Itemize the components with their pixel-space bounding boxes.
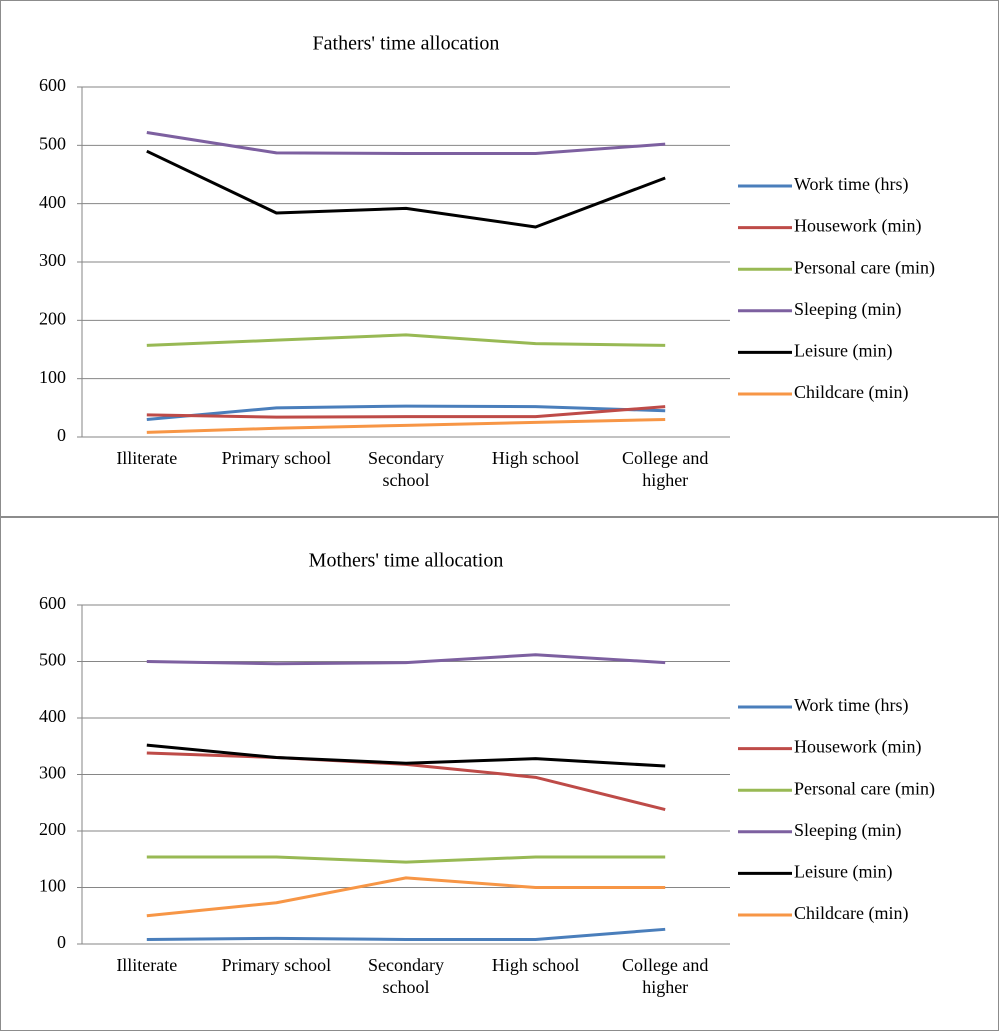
y-tick-label: 100 [39,876,66,896]
x-tick-label: Primary school [221,448,332,468]
legend-label: Leisure (min) [794,862,892,883]
y-tick-label: 300 [39,763,66,783]
legend-label: Housework (min) [794,737,921,758]
x-tick-label-box: Illiterate [116,448,178,468]
series-line [146,333,666,347]
series-line [146,653,666,666]
series-line [146,927,666,941]
series-line [146,876,666,918]
x-tick-label-box: Illiterate [116,955,178,975]
x-tick-label: Secondary school [368,955,444,997]
y-tick-label: 500 [39,650,66,670]
series-line [146,418,666,434]
y-tick-label: 500 [39,133,66,153]
x-tick-label-box: College and higher [621,955,709,997]
y-tick-label: 600 [39,75,66,95]
series-line [146,405,666,419]
y-tick-label: 400 [39,706,66,726]
chart-title: Fathers' time allocation [313,33,500,55]
x-tick-label: College and higher [621,448,709,490]
chart-title: Mothers' time allocation [309,550,504,572]
y-tick-label: 400 [39,192,66,212]
y-tick-label: 0 [57,932,66,952]
legend-label: Leisure (min) [794,341,892,362]
x-tick-label: College and higher [621,955,709,997]
series-line [146,149,666,229]
x-tick-label: Secondary school [368,448,444,490]
series-line [146,855,666,864]
x-tick-label-box: High school [491,448,580,468]
x-tick-label: Illiterate [116,955,178,975]
legend-label: Personal care (min) [794,778,935,799]
legend-label: Work time (hrs) [794,174,909,195]
x-tick-label: Primary school [221,955,332,975]
x-tick-label: Illiterate [116,448,178,468]
x-tick-label-box: Secondary school [368,448,444,490]
legend-label: Sleeping (min) [794,820,901,841]
y-tick-label: 100 [39,367,66,387]
legend-label: Work time (hrs) [794,695,909,716]
y-tick-label: 0 [57,425,66,445]
x-tick-label-box: High school [491,955,580,975]
y-tick-label: 200 [39,819,66,839]
x-tick-label: High school [491,448,580,468]
y-tick-label: 300 [39,250,66,270]
series-line [146,131,666,155]
x-tick-label-box: College and higher [621,448,709,490]
x-tick-label-box: Secondary school [368,955,444,997]
series-line [146,743,666,768]
y-tick-label: 200 [39,308,66,328]
x-tick-label-box: Primary school [221,955,332,975]
series-line [146,404,666,421]
legend-label: Childcare (min) [794,382,908,403]
legend-label: Housework (min) [794,216,921,237]
legend-label: Sleeping (min) [794,299,901,320]
x-tick-label-box: Primary school [221,448,332,468]
panel-border [0,0,999,517]
y-tick-label: 600 [39,593,66,613]
x-tick-label: High school [491,955,580,975]
legend-label: Personal care (min) [794,257,935,278]
panel-border [0,517,999,1031]
legend-label: Childcare (min) [794,903,908,924]
